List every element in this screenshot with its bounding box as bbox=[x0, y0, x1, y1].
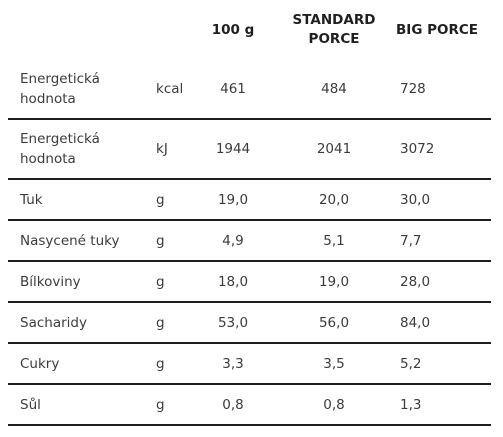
nutrient-label: Nasycené tuky bbox=[20, 232, 120, 249]
header-big-label: BIG PORCE bbox=[396, 21, 478, 38]
table-row: Tuk g 19,0 20,0 30,0 bbox=[8, 179, 491, 220]
per-100g-value: 19,0 bbox=[217, 191, 249, 208]
standard-portion-value: 2041 bbox=[316, 141, 352, 157]
per-100g-value: 1944 bbox=[215, 141, 251, 157]
nutrient-label: Energetická hodnota bbox=[8, 119, 154, 179]
table-row: Sůl g 0,8 0,8 1,3 bbox=[8, 384, 491, 425]
nutrient-label: Sůl bbox=[20, 396, 41, 413]
nutrient-label: Bílkoviny bbox=[20, 273, 81, 290]
standard-portion-value: 20,0 bbox=[318, 191, 350, 208]
big-portion-value: 1,3 bbox=[400, 396, 422, 413]
table-row: Sacharidy g 53,0 56,0 84,0 bbox=[8, 302, 491, 343]
nutrient-label-line2: hodnota bbox=[20, 151, 76, 167]
per-100g-value: 461 bbox=[220, 81, 246, 97]
unit-cell: g bbox=[156, 232, 165, 249]
unit-cell: g bbox=[156, 191, 165, 208]
header-standard-portion: STANDARD PORCE bbox=[272, 0, 396, 60]
big-portion-value: 84,0 bbox=[400, 314, 431, 331]
table-row: Energetická hodnota kcal 461 484 728 bbox=[8, 60, 491, 119]
header-unit bbox=[154, 0, 194, 60]
unit-cell: g bbox=[156, 355, 165, 372]
unit-cell: kJ bbox=[156, 141, 168, 157]
standard-portion-value: 56,0 bbox=[318, 314, 350, 331]
nutrient-label-line1: Energetická bbox=[20, 131, 100, 147]
nutrient-label-line1: Energetická bbox=[20, 71, 100, 87]
unit-cell: g bbox=[156, 273, 165, 290]
table-row: Nasycené tuky g 4,9 5,1 7,7 bbox=[8, 220, 491, 261]
big-portion-value: 728 bbox=[400, 81, 426, 97]
big-portion-value: 30,0 bbox=[400, 191, 431, 208]
header-standard-line1: STANDARD bbox=[292, 12, 376, 28]
header-big-portion: BIG PORCE bbox=[396, 0, 491, 60]
nutrient-label: Cukry bbox=[20, 355, 60, 372]
standard-portion-value: 484 bbox=[321, 81, 347, 97]
per-100g-value: 53,0 bbox=[217, 314, 249, 331]
header-per-100g: 100 g bbox=[194, 0, 272, 60]
unit-cell: g bbox=[156, 314, 165, 331]
standard-portion-value: 5,1 bbox=[323, 232, 345, 249]
per-100g-value: 0,8 bbox=[222, 396, 244, 413]
big-portion-value: 7,7 bbox=[400, 232, 422, 249]
big-portion-value: 5,2 bbox=[400, 355, 422, 372]
per-100g-value: 3,3 bbox=[222, 355, 244, 372]
header-nutrient bbox=[8, 0, 154, 60]
nutrient-label: Tuk bbox=[20, 191, 43, 208]
header-per-100g-label: 100 g bbox=[211, 21, 255, 38]
table-row: Cukry g 3,3 3,5 5,2 bbox=[8, 343, 491, 384]
big-portion-value: 3072 bbox=[400, 141, 435, 157]
header-standard-line2: PORCE bbox=[308, 31, 360, 47]
nutrient-label-line2: hodnota bbox=[20, 91, 76, 107]
nutrient-label: Energetická hodnota bbox=[8, 60, 154, 119]
nutrient-label: Sacharidy bbox=[20, 314, 87, 331]
table-row: Energetická hodnota kJ 1944 2041 3072 bbox=[8, 119, 491, 179]
per-100g-value: 4,9 bbox=[222, 232, 244, 249]
standard-portion-value: 3,5 bbox=[323, 355, 345, 372]
unit-cell: kcal bbox=[156, 81, 184, 97]
nutrition-table: 100 g STANDARD PORCE BIG PORCE Energetick… bbox=[8, 0, 491, 426]
table-row: Bílkoviny g 18,0 19,0 28,0 bbox=[8, 261, 491, 302]
big-portion-value: 28,0 bbox=[400, 273, 431, 290]
table-header-row: 100 g STANDARD PORCE BIG PORCE bbox=[8, 0, 491, 60]
unit-cell: g bbox=[156, 396, 165, 413]
per-100g-value: 18,0 bbox=[217, 273, 249, 290]
standard-portion-value: 19,0 bbox=[318, 273, 350, 290]
standard-portion-value: 0,8 bbox=[323, 396, 345, 413]
